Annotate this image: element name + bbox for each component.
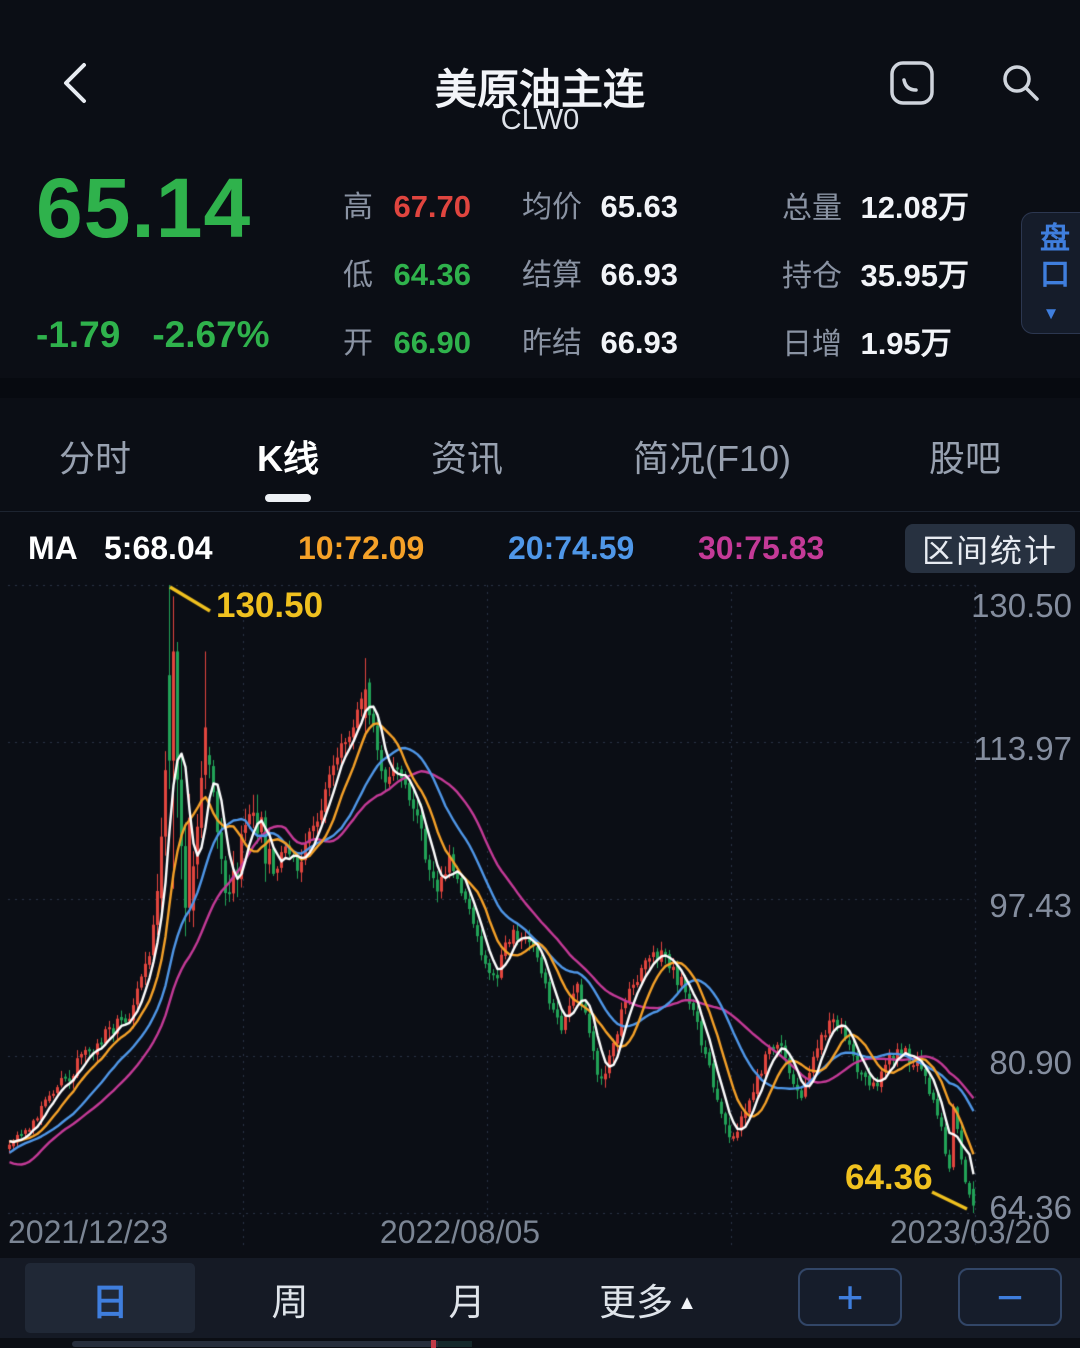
triangle-down-icon: ▼ <box>1042 304 1060 323</box>
price-change-row: -1.79 -2.67% <box>36 314 302 356</box>
active-period-background <box>25 1263 195 1333</box>
last-price: 65.14 <box>36 161 252 255</box>
chat-icon[interactable] <box>886 58 940 110</box>
ma20-value: 20:74.59 <box>508 530 635 566</box>
ma5-value: 5:68.04 <box>104 530 213 566</box>
tab-profile-f10[interactable]: 简况(F10) <box>632 438 792 479</box>
tab-kline[interactable]: K线 <box>257 438 319 479</box>
stat-daily-increase: 日增 1.95万 <box>782 326 952 361</box>
active-tab-indicator <box>265 494 311 502</box>
period-day[interactable]: 日 <box>91 1282 129 1323</box>
ma10-value: 10:72.09 <box>298 530 425 566</box>
x-tick-end: 2023/03/20 <box>889 1214 1050 1250</box>
more-label: 更多 <box>599 1282 674 1323</box>
period-more[interactable]: 更多 ▲ <box>599 1272 697 1326</box>
triangle-up-icon: ▲ <box>677 1292 697 1314</box>
search-icon[interactable] <box>996 58 1046 108</box>
section-divider <box>0 378 1080 398</box>
stat-prev-settlement: 昨结 66.93 <box>522 325 679 360</box>
stat-open: 开 66.90 <box>343 325 472 360</box>
stat-avg-price: 均价 65.63 <box>522 189 679 224</box>
tab-news[interactable]: 资讯 <box>430 438 504 479</box>
zoom-out-button[interactable]: − <box>958 1268 1062 1326</box>
tab-forum[interactable]: 股吧 <box>928 438 1002 479</box>
bottom-pane-red-tick <box>431 1340 436 1348</box>
zoom-in-button[interactable]: + <box>798 1268 902 1326</box>
period-week[interactable]: 周 <box>271 1282 309 1323</box>
change-value: -1.79 <box>36 314 121 355</box>
range-statistics-button[interactable]: 区间统计 <box>905 524 1075 573</box>
bottom-pane-teal-box <box>438 1341 472 1347</box>
stat-low: 低 64.36 <box>343 257 472 292</box>
kline-chart-canvas[interactable] <box>0 575 1080 1255</box>
change-percent: -2.67% <box>152 314 270 355</box>
minus-icon: − <box>996 1271 1024 1323</box>
stat-volume: 总量 12.08万 <box>782 190 970 225</box>
bottom-pane-box <box>72 1341 462 1347</box>
period-month[interactable]: 月 <box>448 1282 486 1323</box>
bottom-pane-sliver <box>0 1338 1080 1348</box>
ma-label: MA <box>28 530 78 566</box>
back-icon[interactable] <box>58 60 94 106</box>
ma30-value: 30:75.83 <box>698 530 825 566</box>
high-price-annotation: 130.50 <box>216 586 324 625</box>
stat-high: 高 67.70 <box>343 189 472 224</box>
y-tick-80-90: 80.90 <box>989 1044 1072 1081</box>
x-tick-start: 2021/12/23 <box>8 1214 169 1250</box>
pankou-label: 盘口 <box>1035 222 1068 294</box>
page-title: 美原油主连 <box>434 66 645 113</box>
x-tick-middle: 2022/08/05 <box>379 1214 541 1250</box>
pankou-side-tab[interactable]: 盘口 ▼ <box>1021 212 1080 334</box>
stat-open-interest: 持仓 35.95万 <box>782 258 970 293</box>
tabs-hairline <box>0 511 1080 512</box>
y-tick-64-36: 64.36 <box>989 1189 1072 1226</box>
plus-icon: + <box>836 1271 864 1323</box>
y-tick-130-50: 130.50 <box>971 587 1072 624</box>
y-tick-113-97: 113.97 <box>973 730 1072 767</box>
low-price-annotation: 64.36 <box>845 1158 933 1197</box>
stat-settlement: 结算 66.93 <box>522 257 679 292</box>
y-tick-97-43: 97.43 <box>989 887 1072 924</box>
tab-minute[interactable]: 分时 <box>58 438 132 479</box>
symbol-code: CLW0 <box>500 104 580 136</box>
